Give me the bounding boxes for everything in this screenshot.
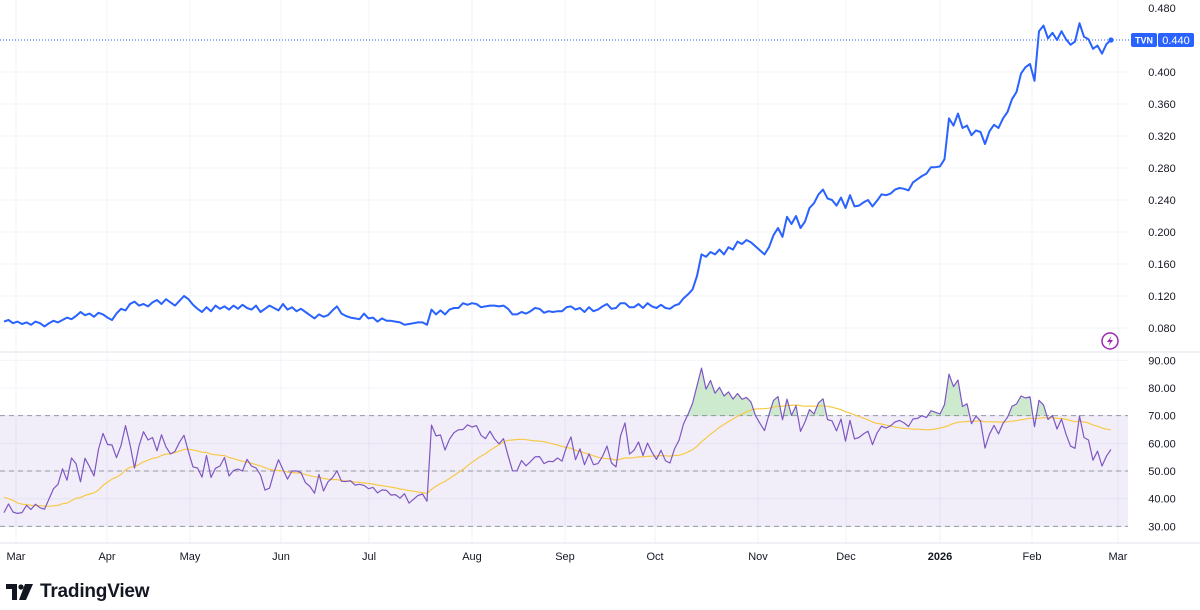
price-y-tick-label: 0.120	[1148, 291, 1176, 303]
price-y-tick-label: 0.320	[1148, 131, 1176, 143]
lightning-icon[interactable]	[1102, 333, 1118, 349]
x-tick-label: 2026	[928, 551, 952, 563]
x-tick-label: Jul	[362, 551, 376, 563]
price-y-tick-label: 0.400	[1148, 67, 1176, 79]
rsi-y-tick-label: 50.00	[1148, 466, 1176, 478]
price-y-tick-label: 0.160	[1148, 259, 1176, 271]
last-price-dot	[1108, 37, 1113, 42]
brand-footer[interactable]: TradingView	[6, 580, 149, 604]
rsi-y-tick-label: 70.00	[1148, 411, 1176, 423]
x-tick-label: Feb	[1023, 551, 1042, 563]
price-y-tick-label: 0.080	[1148, 323, 1176, 335]
price-y-tick-label: 0.280	[1148, 163, 1176, 175]
x-tick-label: Oct	[646, 551, 663, 563]
symbol-label: TVN	[1135, 36, 1153, 46]
rsi-y-tick-label: 40.00	[1148, 494, 1176, 506]
x-tick-label: May	[180, 551, 201, 563]
x-tick-label: Mar	[1109, 551, 1128, 563]
x-tick-label: Dec	[836, 551, 856, 563]
brand-name: TradingView	[40, 581, 149, 603]
rsi-y-tick-label: 60.00	[1148, 438, 1176, 450]
x-tick-label: Aug	[462, 551, 482, 563]
tradingview-logo-icon	[6, 584, 34, 600]
price-y-tick-label: 0.200	[1148, 227, 1176, 239]
price-y-tick-label: 0.360	[1148, 99, 1176, 111]
rsi-overbought-fill	[928, 374, 970, 416]
x-tick-label: Mar	[7, 551, 26, 563]
x-tick-label: Jun	[272, 551, 290, 563]
rsi-y-tick-label: 90.00	[1148, 355, 1176, 367]
overlay-layer	[1102, 333, 1118, 349]
price-y-tick-label: 0.240	[1148, 195, 1176, 207]
rsi-y-tick-label: 30.00	[1148, 521, 1176, 533]
price-line	[4, 23, 1111, 326]
x-tick-label: Apr	[98, 551, 115, 563]
rsi-y-tick-label: 80.00	[1148, 383, 1176, 395]
price-y-tick-label: 0.480	[1148, 3, 1176, 15]
x-tick-label: Sep	[555, 551, 575, 563]
x-tick-label: Nov	[748, 551, 768, 563]
last-price-label: 0.440	[1162, 35, 1190, 47]
